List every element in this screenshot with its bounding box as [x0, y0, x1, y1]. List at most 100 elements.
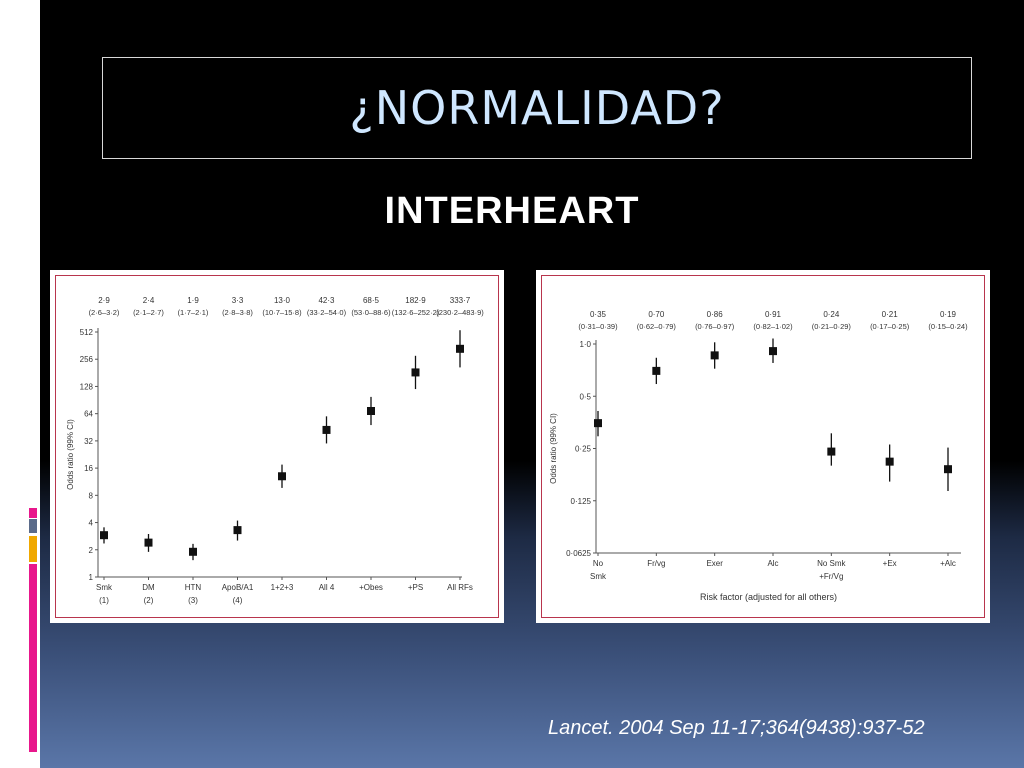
data-point	[710, 351, 719, 360]
x-tick-label: Smk	[96, 583, 113, 592]
y-tick-label: 256	[80, 355, 94, 364]
x-tick-label: Alc	[767, 559, 778, 568]
accent-bar-1	[29, 508, 37, 518]
data-point	[144, 538, 153, 547]
x-tick-sublabel: +Fr/Vg	[819, 572, 843, 581]
data-point	[411, 368, 420, 377]
data-point	[769, 347, 777, 356]
y-tick-label: 128	[80, 382, 94, 391]
y-tick-label: 16	[84, 464, 93, 473]
value-label: 13·0	[274, 296, 291, 305]
chart-panel-right: 0·0625 0·125 0·25 0·5 1·0 Odds ratio (99% CI)…	[536, 270, 990, 623]
ci-label: (10·7–15·8)	[262, 308, 302, 317]
ci-label: (0·31–0·39)	[578, 322, 618, 331]
value-label: 42·3	[318, 296, 335, 305]
x-tick-sublabel: (4)	[233, 596, 243, 605]
x-tick-label: +PS	[408, 583, 423, 592]
slide-title: ¿NORMALIDAD?	[349, 81, 725, 135]
ci-label: (53·0–88·6)	[351, 308, 391, 317]
x-tick-label: +Obes	[359, 583, 383, 592]
y-tick-label: 0·125	[571, 497, 592, 506]
data-point	[278, 472, 286, 481]
ci-label: (0·21–0·29)	[812, 322, 852, 331]
odds-ratio-chart-left: 1 2 4 8 16 32 64 128 256 512 Odds ratio (99% CI) Sm…	[66, 296, 484, 605]
value-label: 0·91	[765, 310, 782, 319]
data-point	[827, 447, 836, 456]
y-tick-label: 32	[84, 437, 93, 446]
value-label: 333·7	[450, 296, 471, 305]
ci-label: (2·6–3·2)	[89, 308, 120, 317]
y-tick-label: 4	[89, 519, 94, 528]
value-label: 0·86	[707, 310, 724, 319]
x-tick-label: All 4	[319, 583, 335, 592]
data-point	[594, 419, 602, 428]
y-tick-label: 1	[89, 573, 94, 582]
value-label: 0·21	[882, 310, 899, 319]
x-tick-label: Exer	[706, 559, 723, 568]
x-tick-label: No Smk	[817, 559, 846, 568]
x-tick-label: +Ex	[883, 559, 897, 568]
y-tick-label: 8	[89, 491, 94, 500]
ci-label: (0·15–0·24)	[928, 322, 968, 331]
value-label: 0·24	[823, 310, 840, 319]
x-tick-sublabel: (1)	[99, 596, 109, 605]
value-label: 2·9	[98, 296, 110, 305]
value-label: 3·3	[232, 296, 244, 305]
y-tick-label: 512	[80, 328, 94, 337]
x-tick-label: No	[593, 559, 604, 568]
data-point	[652, 366, 661, 375]
x-axis-label: Risk factor (adjusted for all others)	[700, 592, 837, 602]
x-tick-label: Fr/vg	[647, 559, 665, 568]
x-tick-sublabel: (2)	[144, 596, 154, 605]
chart-frame-right	[541, 275, 985, 618]
data-point	[944, 465, 952, 474]
ci-label: (132·6–252·2)	[392, 308, 440, 317]
x-tick-label: All RFs	[447, 583, 473, 592]
x-tick-sublabel: (3)	[188, 596, 198, 605]
x-tick-label: 1+2+3	[271, 583, 294, 592]
value-label: 0·35	[590, 310, 607, 319]
y-tick-label: 0·0625	[566, 549, 591, 558]
y-tick-label: 0·25	[575, 445, 592, 454]
y-axis-label: Odds ratio (99% CI)	[549, 413, 558, 484]
data-point	[367, 406, 375, 415]
accent-bar-3	[29, 536, 37, 562]
value-label: 0·70	[648, 310, 665, 319]
ci-label: (2·8–3·8)	[222, 308, 253, 317]
data-point	[322, 425, 331, 434]
value-label: 0·19	[940, 310, 957, 319]
ci-label: (0·76–0·97)	[695, 322, 735, 331]
chart-panel-left: 1 2 4 8 16 32 64 128 256 512 Odds ratio (99% CI) Sm…	[50, 270, 504, 623]
data-point	[100, 531, 108, 540]
title-box: ¿NORMALIDAD?	[102, 57, 972, 159]
value-label: 182·9	[405, 296, 426, 305]
ci-label: (0·62–0·79)	[637, 322, 677, 331]
data-point	[456, 344, 464, 353]
ci-label: (33·2–54·0)	[307, 308, 347, 317]
accent-bar-2	[29, 519, 37, 533]
chart-frame-left	[55, 275, 499, 618]
ci-label: (0·17–0·25)	[870, 322, 910, 331]
x-tick-label: ApoB/A1	[222, 583, 254, 592]
value-label: 68·5	[363, 296, 380, 305]
x-tick-sublabel: Smk	[590, 572, 607, 581]
data-point	[233, 526, 242, 535]
citation: Lancet. 2004 Sep 11-17;364(9438):937-52	[548, 717, 925, 739]
ci-label: (0·82–1·02)	[753, 322, 793, 331]
ci-label: (2·1–2·7)	[133, 308, 164, 317]
value-label: 1·9	[187, 296, 199, 305]
y-axis-label: Odds ratio (99% CI)	[66, 419, 75, 490]
x-tick-label: DM	[142, 583, 155, 592]
data-point	[885, 457, 894, 466]
data-point	[189, 547, 197, 556]
slide-subtitle: INTERHEART	[384, 190, 640, 232]
x-tick-label: HTN	[185, 583, 202, 592]
y-tick-label: 2	[89, 546, 94, 555]
ci-label: (230·2–483·9)	[436, 308, 484, 317]
ci-label: (1·7–2·1)	[178, 308, 209, 317]
accent-bar-4	[29, 564, 37, 752]
x-tick-label: +Alc	[940, 559, 956, 568]
y-tick-label: 64	[84, 410, 93, 419]
y-tick-label: 0·5	[579, 392, 591, 401]
y-tick-label: 1·0	[579, 340, 591, 349]
